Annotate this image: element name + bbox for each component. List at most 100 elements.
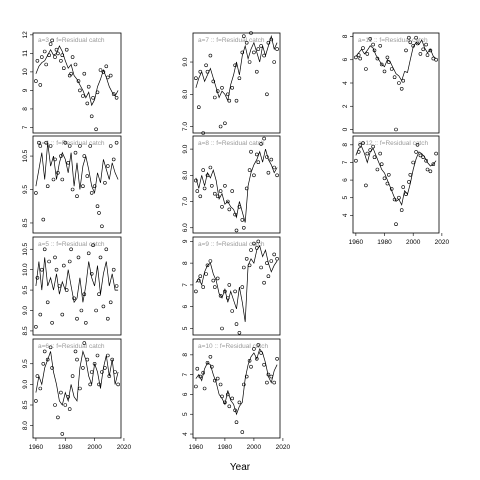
data-point — [73, 150, 78, 155]
data-point — [61, 263, 66, 268]
y-tick-label: 7 — [22, 125, 29, 129]
data-point — [382, 69, 387, 74]
data-point — [201, 370, 205, 375]
data-point — [86, 84, 91, 89]
panel-title: a=11 :: f=Residual catch — [358, 37, 428, 44]
data-point — [230, 309, 234, 313]
data-point — [34, 191, 38, 195]
panel-title: a=3 :: f=Residual catch — [38, 37, 105, 44]
data-point — [407, 180, 411, 184]
data-point — [208, 354, 213, 359]
y-tick-label: 8.5 — [22, 326, 29, 335]
data-point — [53, 255, 57, 260]
data-point — [226, 296, 230, 300]
data-point — [76, 255, 81, 260]
data-point — [41, 361, 46, 366]
data-point — [45, 357, 50, 362]
y-tick-label: 4 — [342, 81, 349, 85]
data-point — [56, 51, 60, 56]
data-point — [60, 312, 65, 317]
data-point — [81, 94, 85, 98]
data-point — [45, 300, 50, 305]
data-point — [364, 183, 368, 188]
data-point — [242, 265, 246, 270]
data-point — [53, 403, 57, 407]
data-point — [201, 131, 205, 135]
x-tick-label: 2020 — [117, 444, 132, 451]
data-point — [252, 241, 256, 246]
data-point — [106, 316, 110, 321]
data-point — [69, 71, 73, 76]
data-point — [89, 370, 94, 374]
data-point — [375, 167, 380, 172]
data-point — [215, 276, 220, 281]
data-point — [230, 189, 234, 193]
data-point — [269, 259, 274, 263]
data-point — [379, 62, 384, 67]
data-point — [368, 148, 373, 152]
panel-series-line — [35, 257, 119, 304]
data-point — [275, 47, 279, 51]
panel-series-line — [195, 34, 278, 102]
data-point — [372, 48, 377, 53]
panel-title: a=10 :: f=Residual catch — [198, 343, 268, 350]
data-point — [44, 140, 49, 145]
y-tick-label: 7 — [342, 160, 349, 164]
data-point — [392, 197, 397, 202]
data-point — [88, 382, 92, 387]
data-point — [215, 194, 220, 199]
data-point — [89, 114, 94, 119]
panel-title: a=6 :: f=Residual catch — [38, 343, 105, 350]
data-point — [42, 49, 47, 54]
data-point — [434, 57, 438, 62]
data-point — [269, 157, 274, 162]
data-point — [89, 271, 94, 276]
data-point — [242, 382, 246, 387]
data-point — [111, 157, 116, 162]
data-point — [69, 247, 73, 252]
data-point — [82, 341, 87, 345]
data-point — [220, 394, 224, 399]
data-point — [202, 386, 207, 391]
y-tick-label: 8.5 — [22, 400, 29, 409]
data-point — [213, 95, 217, 100]
data-point — [210, 364, 214, 369]
y-tick-label: 7 — [182, 283, 189, 287]
data-point — [54, 47, 59, 52]
y-tick-label: 8.0 — [182, 170, 189, 179]
data-point — [237, 76, 242, 80]
data-point — [198, 374, 203, 379]
y-tick-label: 9.0 — [182, 144, 189, 153]
data-point — [361, 141, 365, 145]
y-tick-label: 8.0 — [22, 421, 29, 430]
y-tick-label: 5 — [342, 196, 349, 200]
data-point — [372, 155, 377, 159]
data-point — [226, 392, 230, 397]
data-point — [234, 322, 239, 326]
data-point — [230, 396, 234, 401]
data-point — [428, 48, 433, 53]
data-point — [394, 127, 398, 132]
y-tick-label: 8.0 — [182, 89, 189, 98]
data-point — [205, 173, 210, 178]
data-point — [76, 79, 81, 83]
data-point — [256, 47, 261, 51]
data-point — [98, 68, 103, 72]
data-point — [240, 285, 245, 289]
panel-frame — [32, 32, 122, 134]
data-point — [70, 374, 75, 378]
data-point — [35, 374, 40, 378]
data-point — [213, 378, 217, 383]
data-point — [63, 140, 68, 145]
y-tick-label: 10 — [22, 68, 29, 76]
data-point — [378, 151, 383, 156]
data-point — [256, 343, 261, 347]
data-point — [205, 360, 210, 365]
data-point — [202, 186, 207, 191]
data-point — [81, 366, 85, 370]
panel-series-line — [355, 39, 437, 82]
data-point — [404, 192, 408, 196]
data-point — [197, 105, 201, 109]
data-point — [240, 430, 245, 434]
data-point — [108, 300, 113, 305]
